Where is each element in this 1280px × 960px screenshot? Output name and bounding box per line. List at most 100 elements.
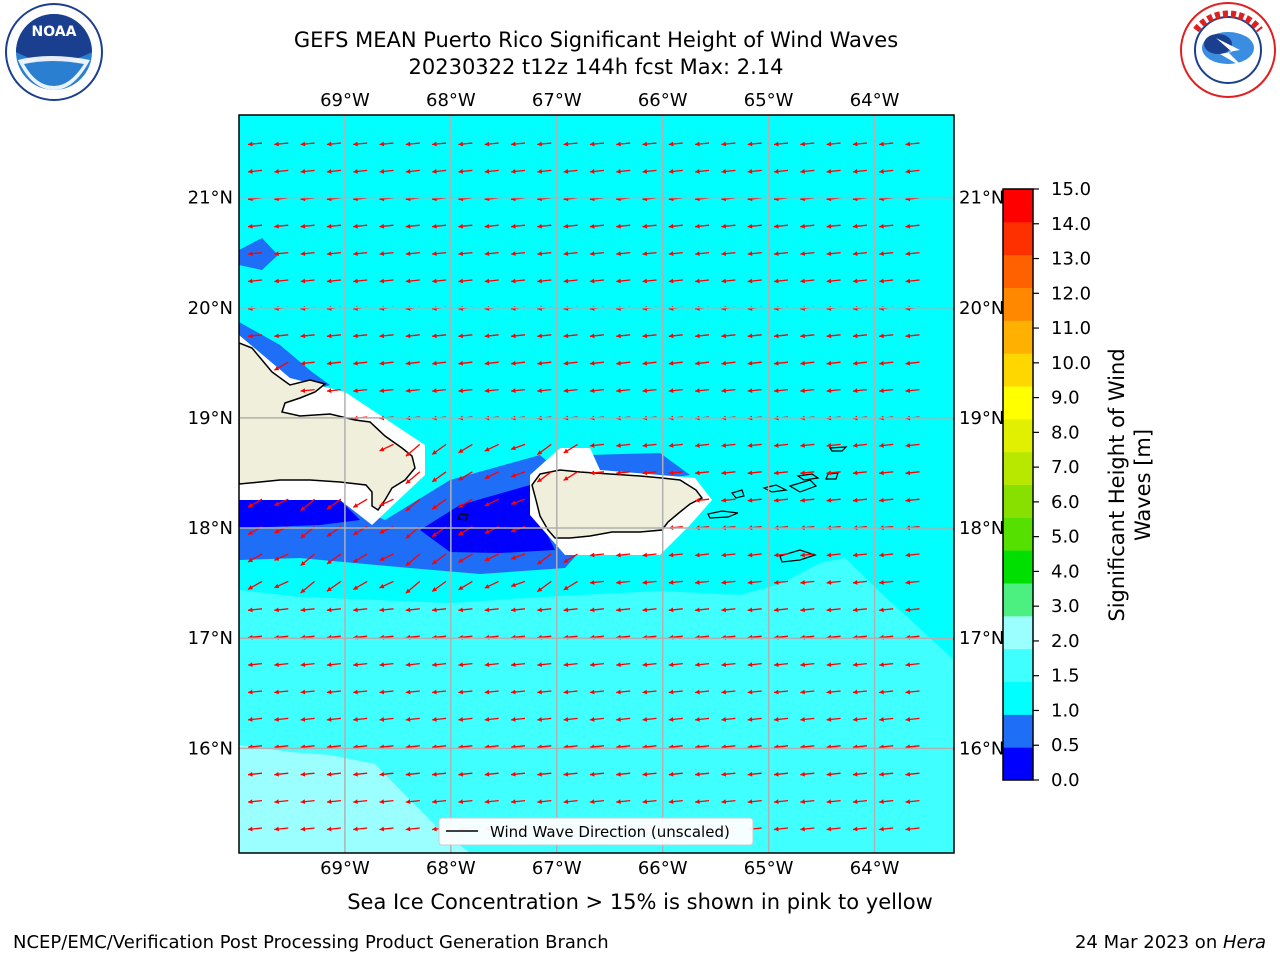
wave-arrow-581 [563,771,578,777]
wave-arrow-399 [563,580,578,591]
wave-arrow-501 [510,689,526,695]
wave-arrow-309 [642,470,657,476]
colorbar-cell-11 [1003,386,1033,420]
wave-arrow-593 [879,771,894,777]
wave-arrow-16 [668,141,683,147]
wave-arrow-597 [300,799,315,805]
lat-labels-left: 21°N 20°N 19°N 18°N 17°N 16°N [188,188,233,760]
wave-arrow-86 [458,223,473,229]
wave-arrow-122 [721,251,736,257]
wave-arrow-596 [274,799,289,805]
colorbar-cell-9 [1003,451,1033,485]
wave-arrow-502 [537,689,552,695]
wave-arrow-210 [326,360,341,366]
colorbar-cell-16 [1003,221,1033,256]
wave-arrow-1 [274,141,289,147]
wave-arrow-475 [510,662,526,668]
wave-arrow-82 [353,223,368,229]
land-puerto-rico [531,469,704,539]
wave-arrow-282 [458,443,473,454]
island-virgin-gorda [825,472,839,480]
wave-arrow-95 [695,223,710,229]
wave-arrow-536 [747,717,762,722]
wave-arrow-42 [668,169,683,174]
wave-arrow-419 [405,607,420,613]
wave-arrow-410 [852,580,867,585]
map-gridlines [239,115,954,853]
wave-arrow-426 [589,607,604,613]
lat-label-right-3: 18°N [959,518,1004,539]
colorbar-cell-8 [1003,484,1033,518]
noaa-logo-text: NOAA [32,24,77,40]
wave-arrow-511 [773,689,789,695]
wave-field-1.5-2.0 [239,558,954,853]
wave-arrow-425 [563,607,578,613]
wave-arrow-294 [773,443,789,448]
wave-arrow-138 [458,278,473,284]
wave-arrow-362 [274,553,289,561]
wave-arrow-500 [484,689,499,695]
wave-arrow-43 [695,169,710,174]
wave-arrow-233 [300,388,315,394]
wave-arrow-366 [379,553,394,562]
wave-arrow-529 [563,717,578,722]
wave-arrow-386 [905,552,920,558]
wave-arrow-411 [879,580,894,585]
wave-arrow-331 [695,497,710,503]
wave-arrow-569 [247,771,263,777]
wave-arrow-504 [589,689,604,695]
wave-arrow-293 [747,443,762,448]
wave-arrow-397 [510,580,526,588]
wave-arrow-612 [695,799,710,805]
wave-arrow-320 [247,498,263,508]
lat-label-right-0: 21°N [959,188,1004,209]
wave-arrow-514 [852,689,867,695]
wave-arrow-330 [510,498,526,505]
wave-arrow-542 [905,717,920,722]
wave-arrow-120 [668,251,683,257]
wave-arrow-216 [484,360,499,366]
wave-arrow-108 [353,251,368,257]
wave-arrow-389 [300,580,316,594]
footer-date-text: 24 Mar 2023 on [1074,932,1223,953]
wave-arrow-384 [852,552,867,558]
wave-arrow-48 [826,169,841,174]
lat-label-left-3: 18°N [188,518,233,539]
wave-arrow-192 [510,333,526,339]
wave-arrow-27 [274,169,289,174]
nws-logo [1180,2,1276,98]
wave-arrow-224 [695,360,710,366]
wave-arrow-622 [274,826,289,832]
wave-arrow-279 [379,443,394,452]
lat-label-right-2: 19°N [959,408,1004,429]
wave-arrow-480 [642,662,657,668]
wave-arrow-107 [326,251,341,257]
wind-wave-direction-arrows [247,141,920,832]
wave-arrow-466 [274,662,289,668]
wave-arrow-414 [274,607,289,613]
wave-arrow-423 [510,607,526,613]
wave-arrow-587 [721,771,736,777]
wave-arrow-424 [537,607,552,613]
wave-arrow-401 [616,580,631,585]
wave-arrow-304 [510,471,526,478]
lat-label-right-5: 16°N [959,738,1004,759]
wave-arrow-487 [826,662,841,668]
wave-arrow-306 [563,471,578,481]
wave-arrow-598 [326,799,341,805]
wave-arrow-240 [484,388,499,394]
wave-arrow-364 [326,553,342,565]
wave-arrow-422 [484,607,499,613]
wave-arrow-595 [247,799,263,805]
wave-arrow-483 [721,662,736,668]
wave-arrow-6 [405,141,420,147]
wave-arrow-34 [458,169,473,174]
wave-arrow-206 [879,333,894,339]
footer-date: 24 Mar 2023 on Hera [1075,932,1266,953]
wave-arrow-115 [537,251,552,257]
wave-arrow-81 [326,223,341,229]
wave-arrow-518 [274,717,289,722]
wave-arrow-485 [773,662,789,668]
lat-labels-right: 21°N 20°N 19°N 18°N 17°N 16°N [959,188,1004,760]
wave-arrow-106 [300,251,315,257]
